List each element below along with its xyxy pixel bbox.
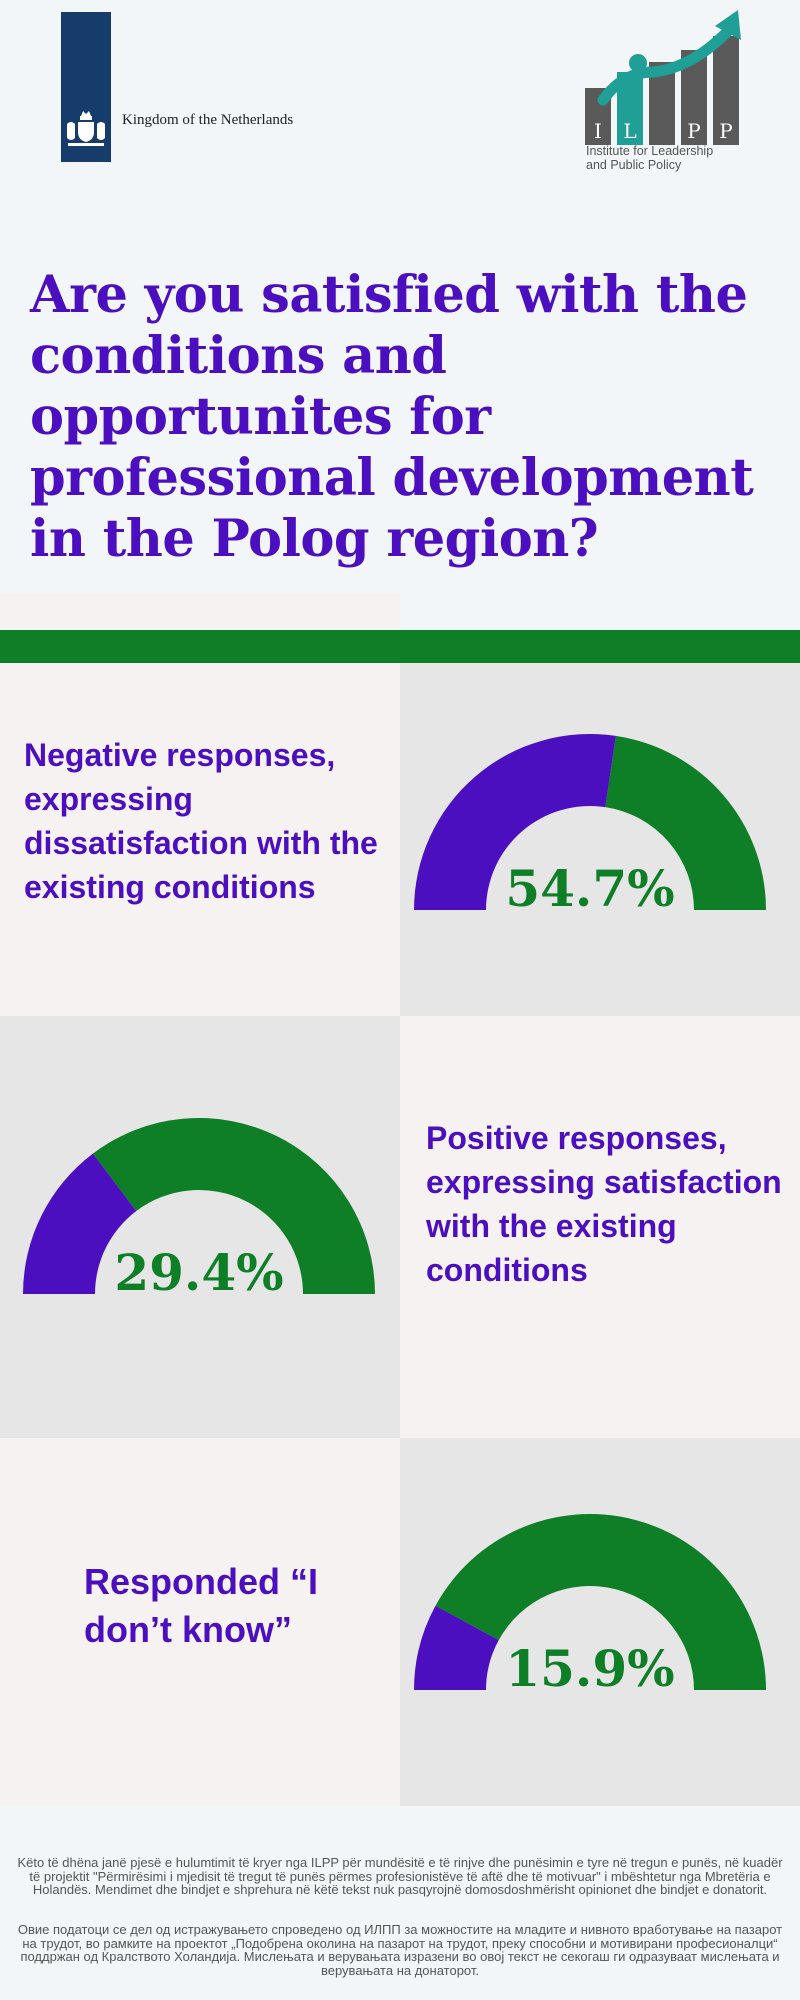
gauge-remainder-arc	[605, 735, 766, 910]
green-divider-bar	[0, 630, 800, 663]
gauge-remainder-arc	[435, 1514, 766, 1690]
dont-know-label: Responded “I don’t know”	[84, 1561, 319, 1650]
ilpp-letter: P	[719, 119, 732, 143]
gauge-remainder-arc	[92, 1118, 375, 1294]
gauge-value-label: 29.4%	[114, 1243, 283, 1302]
footer-note-macedonian: Овие податоци се дел од истражувањето сп…	[17, 1922, 783, 1978]
gauge-value-label: 15.9%	[505, 1639, 674, 1698]
gauge-value-label: 54.7%	[505, 859, 674, 918]
ilpp-letter: L	[623, 119, 636, 143]
top-strip	[0, 593, 400, 630]
growth-chart-icon: I L P P	[585, 10, 741, 145]
row3-left-panel	[0, 1438, 400, 1806]
netherlands-name: Kingdom of the Netherlands	[122, 112, 294, 128]
dont-know-gauge-chart: 15.9%	[414, 1514, 766, 1698]
gauge-value-arc	[23, 1153, 137, 1294]
ilpp-letter: I	[594, 119, 602, 143]
ilpp-letter: P	[687, 119, 700, 143]
positive-gauge-chart: 29.4%	[23, 1118, 375, 1302]
gauge-value-arc	[414, 734, 616, 910]
row1-left-panel	[0, 663, 400, 1016]
footer: Këto të dhëna janë pjesë e hulumtimit të…	[0, 1806, 800, 2000]
negative-gauge-chart: 54.7%	[414, 734, 766, 918]
row2-right-panel	[400, 1016, 800, 1438]
royal-crest-icon	[67, 111, 105, 146]
gauge-value-arc	[414, 1605, 499, 1690]
footer-note-albanian: Këto të dhëna janë pjesë e hulumtimit të…	[17, 1855, 783, 1897]
ilpp-subtitle: Institute for Leadership and Public Poli…	[586, 144, 756, 172]
ilpp-subtitle-line: and Public Policy	[586, 158, 682, 172]
ilpp-logo: I L P P	[583, 10, 743, 180]
netherlands-logo	[61, 12, 111, 162]
page-title: Are you satisfied with the conditions an…	[30, 265, 754, 569]
negative-responses-label: Negative responses, expressing dissatisf…	[24, 737, 378, 905]
ilpp-subtitle-line: Institute for Leadership	[586, 144, 714, 158]
positive-responses-label: Positive responses, expressing satisfact…	[426, 1120, 782, 1288]
